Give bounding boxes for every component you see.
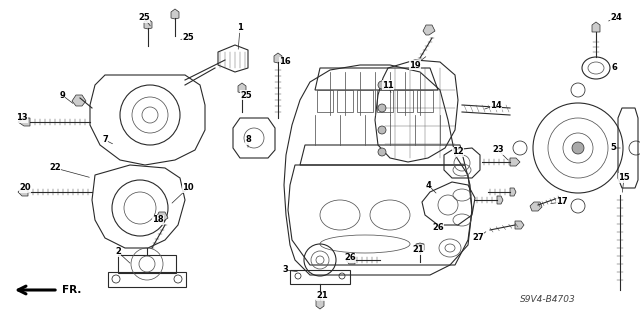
Text: 23: 23 (492, 145, 504, 154)
Polygon shape (592, 22, 600, 32)
Text: 17: 17 (556, 197, 568, 206)
Text: 3: 3 (282, 265, 288, 275)
Text: 25: 25 (240, 91, 252, 100)
Bar (290, 270, 350, 284)
Text: 9: 9 (59, 91, 65, 100)
Polygon shape (515, 221, 524, 229)
Polygon shape (238, 83, 246, 93)
Text: 20: 20 (19, 183, 31, 192)
Text: 2: 2 (115, 248, 121, 256)
Polygon shape (274, 53, 282, 63)
Polygon shape (316, 300, 324, 309)
Bar (377, 90, 393, 112)
Text: 8: 8 (245, 136, 251, 145)
Text: 1: 1 (237, 24, 243, 33)
Polygon shape (497, 196, 503, 204)
Text: 21: 21 (316, 292, 328, 300)
Text: 6: 6 (611, 63, 617, 72)
Circle shape (378, 81, 386, 89)
Text: 10: 10 (182, 183, 194, 192)
Text: FR.: FR. (62, 285, 81, 295)
Bar (317, 90, 333, 112)
Circle shape (378, 104, 386, 112)
Text: 25: 25 (182, 33, 194, 42)
Polygon shape (156, 212, 168, 222)
Polygon shape (18, 188, 28, 196)
Text: 4: 4 (425, 181, 431, 189)
Polygon shape (510, 188, 516, 196)
Text: 21: 21 (412, 246, 424, 255)
Text: 12: 12 (452, 147, 464, 157)
Text: 22: 22 (49, 164, 61, 173)
Polygon shape (144, 19, 152, 29)
Polygon shape (510, 158, 520, 166)
Text: 18: 18 (152, 216, 164, 225)
Text: 26: 26 (344, 254, 356, 263)
Text: 15: 15 (618, 174, 630, 182)
Text: 7: 7 (102, 136, 108, 145)
Polygon shape (423, 25, 435, 35)
Bar (417, 90, 433, 112)
Circle shape (378, 126, 386, 134)
Bar (397, 90, 413, 112)
Circle shape (572, 142, 584, 154)
Text: 5: 5 (610, 144, 616, 152)
Circle shape (378, 148, 386, 156)
Text: 11: 11 (382, 80, 394, 90)
Text: 26: 26 (432, 224, 444, 233)
Polygon shape (530, 202, 542, 211)
Text: S9V4-B4703: S9V4-B4703 (520, 295, 576, 305)
Bar (357, 90, 373, 112)
Text: 27: 27 (472, 234, 484, 242)
Bar (337, 90, 353, 112)
Bar (108, 272, 186, 287)
Text: 14: 14 (490, 100, 502, 109)
Text: 16: 16 (279, 57, 291, 66)
Polygon shape (18, 118, 30, 126)
Text: 25: 25 (138, 13, 150, 23)
Polygon shape (72, 95, 86, 106)
Polygon shape (346, 256, 355, 264)
Text: 13: 13 (16, 114, 28, 122)
Bar (118, 255, 176, 273)
Polygon shape (171, 9, 179, 19)
Text: 19: 19 (409, 61, 421, 70)
Polygon shape (416, 243, 424, 253)
Text: 24: 24 (610, 13, 622, 23)
